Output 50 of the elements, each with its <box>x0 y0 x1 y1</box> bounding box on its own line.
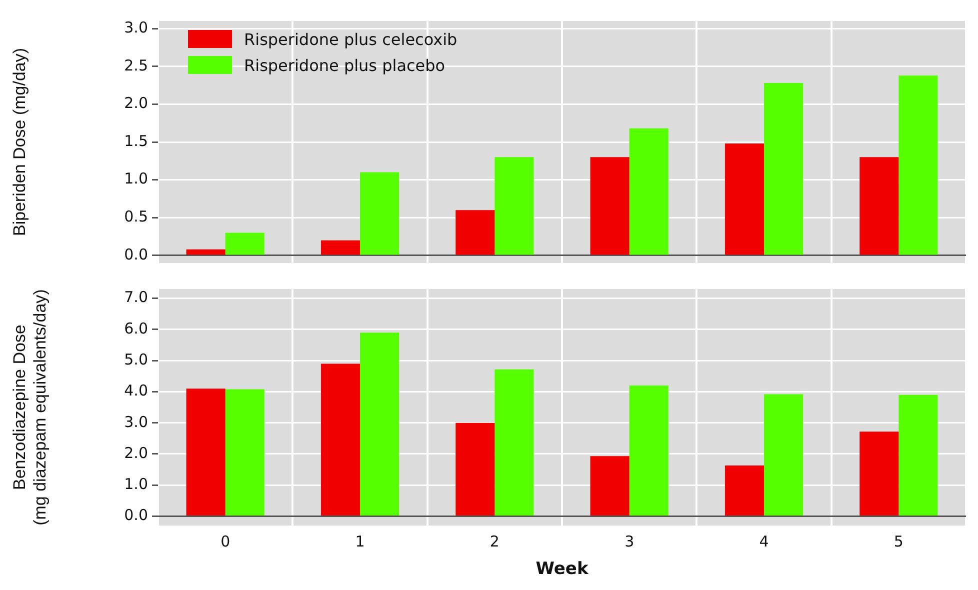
bar <box>590 157 630 255</box>
bar <box>456 210 495 255</box>
y-tick-label: 2.5 <box>124 56 148 74</box>
bar <box>898 394 938 516</box>
y-tick-label: 3.0 <box>124 18 148 36</box>
bar <box>225 389 264 516</box>
bar <box>186 249 226 255</box>
legend-label: Risperidone plus celecoxib <box>244 30 458 48</box>
y-axis-title: Benzodiazepine Dose (mg diazepam equivalents/day) <box>10 289 50 526</box>
bar <box>590 456 630 516</box>
bar <box>629 386 668 516</box>
x-tick-label: 5 <box>894 532 904 550</box>
x-tick-label: 1 <box>355 532 365 550</box>
y-tick-label: 1.5 <box>124 132 148 150</box>
legend-label: Risperidone plus placebo <box>244 56 446 74</box>
bar <box>724 144 764 255</box>
bar <box>456 422 495 516</box>
bar <box>320 240 360 255</box>
bar <box>494 369 534 516</box>
bar <box>360 172 400 255</box>
x-tick-label: 3 <box>624 532 634 550</box>
bar <box>860 432 899 516</box>
x-tick-label: 2 <box>490 532 500 550</box>
y-tick-label: 7.0 <box>124 288 148 306</box>
bar <box>764 83 804 255</box>
bar <box>764 394 804 516</box>
y-tick-label: 6.0 <box>124 319 148 338</box>
x-tick-label: 4 <box>759 532 769 550</box>
bar <box>320 364 360 516</box>
bar <box>186 388 226 516</box>
y-tick-label: 2.0 <box>124 94 148 112</box>
bar <box>860 157 899 255</box>
bar <box>360 332 400 516</box>
y-tick-label: 3.0 <box>124 412 148 431</box>
bar <box>494 157 534 255</box>
bar <box>629 128 668 255</box>
y-axis-title: Biperiden Dose (mg/day) <box>10 48 29 236</box>
x-axis-title: Week <box>536 559 589 580</box>
y-tick-label: 1.0 <box>124 475 148 494</box>
y-tick-label: 1.0 <box>124 170 148 188</box>
y-tick-label: 2.0 <box>124 444 148 462</box>
y-tick-label: 4.0 <box>124 382 148 400</box>
y-tick-label: 0.0 <box>124 245 148 264</box>
y-tick-label: 0.5 <box>124 208 148 226</box>
bar <box>898 75 938 255</box>
y-tick-label: 5.0 <box>124 350 148 368</box>
bar <box>724 466 764 516</box>
x-tick-label: 0 <box>220 532 230 550</box>
bar <box>225 232 264 255</box>
y-tick-label: 0.0 <box>124 506 148 524</box>
